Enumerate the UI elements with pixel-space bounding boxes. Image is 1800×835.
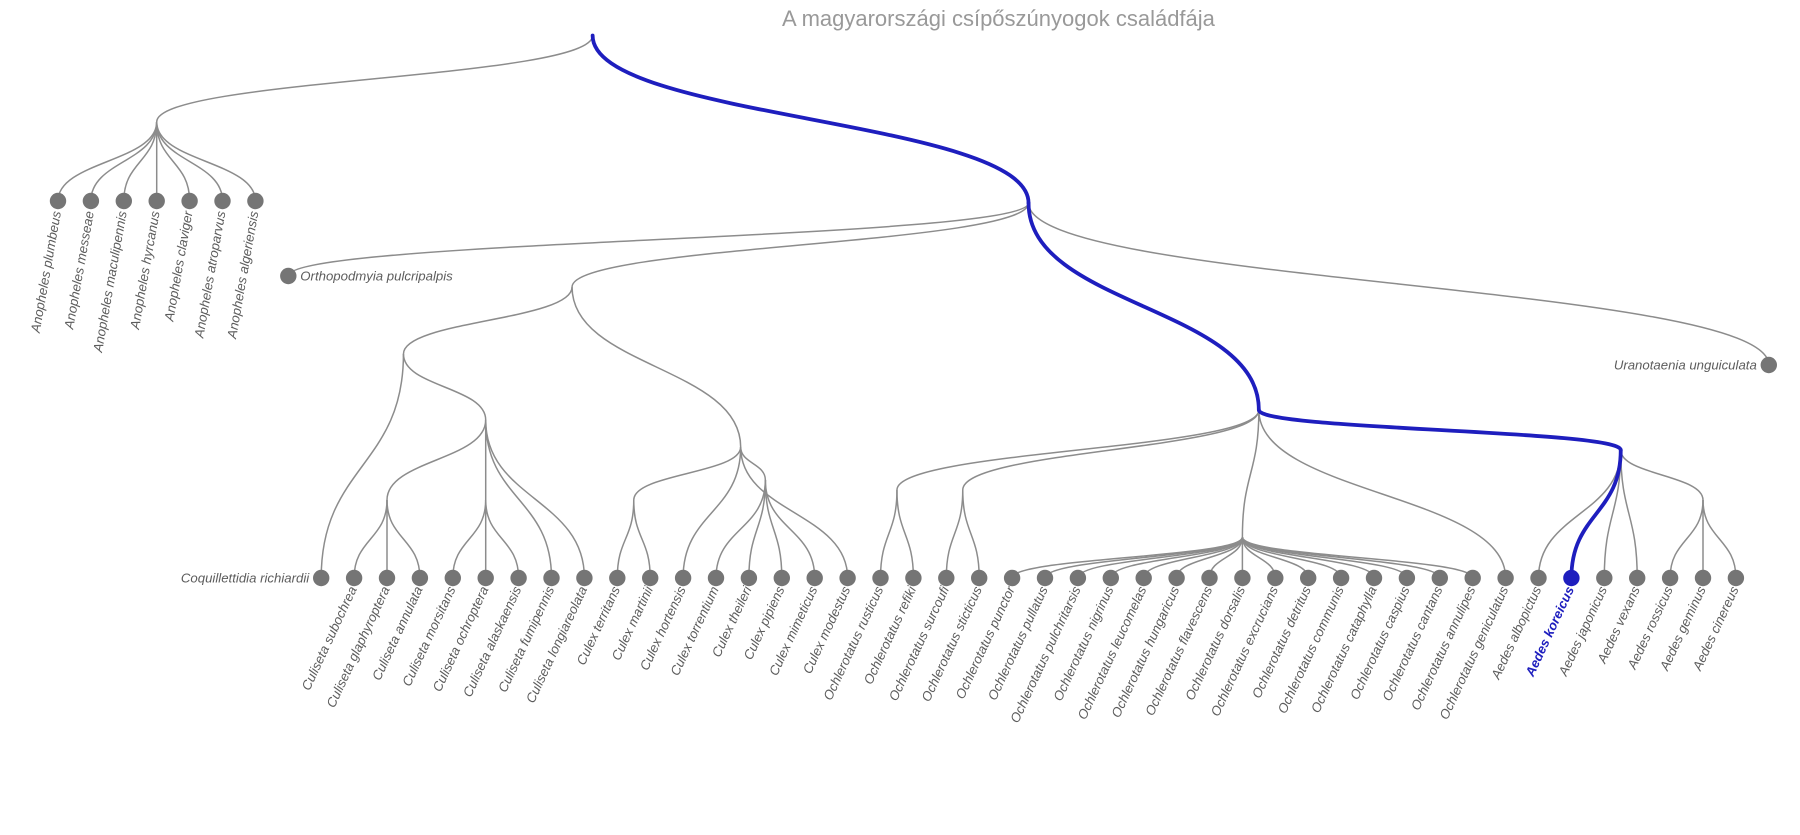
svg-text:Anopheles plumbeus: Anopheles plumbeus (28, 210, 64, 335)
svg-text:Ochlerotatus cantans: Ochlerotatus cantans (1379, 584, 1445, 704)
svg-text:Uranotaenia unguiculata: Uranotaenia unguiculata (1614, 358, 1757, 373)
svg-text:Anopheles atroparvus: Anopheles atroparvus (191, 210, 228, 340)
svg-text:Anopheles maculipennis: Anopheles maculipennis (90, 210, 130, 355)
svg-text:Ochlerotatus caspius: Ochlerotatus caspius (1347, 584, 1413, 702)
svg-text:Anopheles claviger: Anopheles claviger (161, 209, 195, 323)
svg-text:Ochlerotatus nigrinus: Ochlerotatus nigrinus (1050, 584, 1116, 704)
svg-text:Ochlerotatus dorsalis: Ochlerotatus dorsalis (1182, 584, 1248, 703)
svg-text:Anopheles messeae: Anopheles messeae (61, 210, 97, 331)
svg-text:Ochlerotatus pullatus: Ochlerotatus pullatus (985, 584, 1051, 703)
svg-text:Ochlerotatus rusticus: Ochlerotatus rusticus (820, 584, 886, 703)
svg-text:Ochlerotatus sticticus: Ochlerotatus sticticus (918, 584, 985, 704)
svg-text:Anopheles hyrcanus: Anopheles hyrcanus (127, 210, 163, 332)
svg-text:Ochlerotatus surcoufi: Ochlerotatus surcoufi (886, 583, 953, 703)
svg-text:Orthopodmyia pulcripalpis: Orthopodmyia pulcripalpis (300, 269, 453, 284)
svg-text:Anopheles algeriensis: Anopheles algeriensis (224, 210, 261, 341)
svg-text:Culiseta longiareolata: Culiseta longiareolata (523, 584, 590, 705)
svg-text:Coquillettidia richiardii: Coquillettidia richiardii (181, 571, 310, 586)
